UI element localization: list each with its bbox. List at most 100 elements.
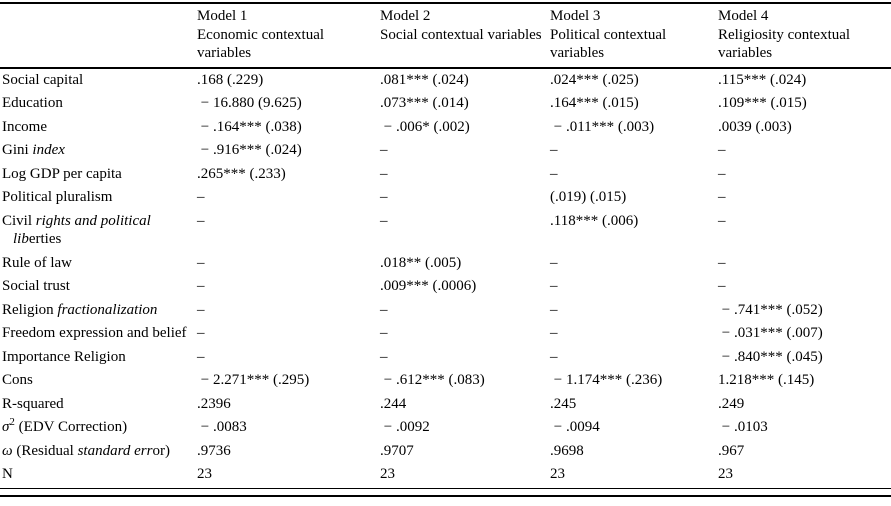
row-label-part: Gini (2, 142, 33, 158)
row-social-trust: Social trust – .009*** (.0006) – – (0, 275, 891, 299)
cell-m4: − .031*** (.007) (718, 325, 823, 341)
cell-m1: – (197, 254, 205, 271)
cell-m2: .244 (380, 395, 407, 412)
row-label-part-italic: index (32, 142, 65, 158)
cell-m1: − 16.880 (9.625) (197, 95, 302, 111)
regression-results-table: Model 1 Economic contextual variables Mo… (0, 4, 891, 489)
table-top-rule (0, 2, 891, 4)
cell-m1: − .0083 (197, 419, 247, 435)
col-header-model-1: Model 1 Economic contextual variables (197, 4, 380, 69)
row-label: Gini index (0, 139, 197, 163)
sigma-symbol: σ (2, 419, 10, 435)
row-cons: Cons − 2.271*** (.295) − .612*** (.083) … (0, 369, 891, 393)
row-omega-residual-standard-error: ω (Residual standard error) .9736 .9707 … (0, 440, 891, 464)
row-label: Religion fractionalization (0, 299, 197, 323)
cell-m1: .265*** (.233) (197, 165, 286, 182)
row-label-part: erties (28, 231, 62, 247)
row-label-part: Civil (2, 212, 36, 229)
cell-m4: .249 (718, 395, 745, 412)
row-n: N 23 23 23 23 (0, 463, 891, 489)
cell-m2: − .0092 (380, 419, 430, 435)
cell-m4: .115*** (.024) (718, 71, 807, 88)
row-log-gdp-per-capita: Log GDP per capita .265*** (.233) – – – (0, 163, 891, 187)
header-row: Model 1 Economic contextual variables Mo… (0, 4, 891, 69)
cell-m2: − .612*** (.083) (380, 372, 485, 388)
cell-m1: − 2.271*** (.295) (197, 372, 310, 388)
cell-m4: − .840*** (.045) (718, 348, 823, 365)
cell-m4: .0039 (.003) (718, 118, 792, 135)
cell-m2: – (380, 348, 388, 365)
row-label: Social capital (2, 71, 84, 88)
row-education: Education − 16.880 (9.625) .073*** (.014… (0, 92, 891, 116)
cell-m1: – (197, 212, 205, 229)
row-label: σ2 (EDV Correction) (0, 416, 197, 440)
row-civil-rights-political-liberties: Civil rights and political liberties – –… (0, 210, 891, 252)
cell-m1: – (197, 189, 205, 205)
cell-m3: .9698 (550, 442, 584, 459)
cell-m4: – (718, 278, 726, 294)
cell-m2: .018** (.005) (380, 254, 462, 271)
cell-m1: – (197, 301, 205, 318)
header-empty-cell (0, 4, 197, 69)
cell-m3: .118*** (.006) (550, 212, 639, 229)
row-label: Importance Religion (2, 348, 126, 365)
cell-m3: – (550, 254, 558, 271)
cell-m1: 23 (197, 463, 380, 489)
cell-m4: 1.218*** (.145) (718, 372, 815, 388)
row-social-capital: Social capital .168 (.229) .081*** (.024… (0, 68, 891, 93)
model-2-desc: Social contextual variables (380, 26, 542, 43)
cell-m3: 23 (550, 463, 718, 489)
row-r-squared: R-squared .2396 .244 .245 .249 (0, 393, 891, 417)
cell-m1: – (197, 325, 205, 341)
row-label: R-squared (2, 395, 64, 412)
cell-m3: – (550, 301, 558, 318)
model-3-name: Model 3 (550, 8, 601, 24)
model-4-name: Model 4 (718, 8, 769, 24)
cell-m3: – (550, 165, 558, 182)
model-1-desc: Economic contextual variables (197, 26, 325, 62)
cell-m1: – (197, 348, 205, 365)
table-bottom-rule (0, 494, 891, 497)
col-header-model-2: Model 2 Social contextual variables (380, 4, 550, 69)
omega-symbol: ω (2, 442, 13, 459)
cell-m1: .168 (.229) (197, 71, 264, 88)
cell-m1: − .164*** (.038) (197, 118, 302, 135)
row-label-part: Religion (2, 301, 58, 318)
row-label: Cons (2, 372, 33, 388)
row-label: N (0, 463, 197, 489)
row-label: Income (2, 118, 47, 135)
cell-m2: – (380, 165, 388, 182)
row-importance-religion: Importance Religion – – – − .840*** (.04… (0, 346, 891, 370)
row-label: ω (Residual standard error) (0, 440, 197, 464)
row-gini-index: Gini index − .916*** (.024) – – – (0, 139, 891, 163)
cell-m4: − .741*** (.052) (718, 301, 823, 318)
row-label: Political pluralism (2, 189, 113, 205)
cell-m2: – (380, 301, 388, 318)
cell-m3: .024*** (.025) (550, 71, 639, 88)
model-4-desc: Religiosity contextual variables (718, 26, 851, 62)
cell-m3: (.019) (.015) (550, 189, 627, 205)
col-header-model-3: Model 3 Political contextual variables (550, 4, 718, 69)
cell-m2: .081*** (.024) (380, 71, 469, 88)
cell-m4: – (718, 212, 726, 229)
row-label: Log GDP per capita (2, 165, 122, 182)
cell-m4: – (718, 254, 726, 271)
cell-m3: − .011*** (.003) (550, 118, 655, 135)
cell-m4: 23 (718, 463, 891, 489)
row-label: Social trust (2, 278, 70, 294)
cell-m4: − .0103 (718, 419, 768, 435)
cell-m2: – (380, 142, 388, 158)
cell-m3: – (550, 325, 558, 341)
row-freedom-expression-belief: Freedom expression and belief – – – − .0… (0, 322, 891, 346)
superscript-2: 2 (9, 416, 15, 428)
cell-m4: – (718, 165, 726, 182)
cell-m2: .9707 (380, 442, 414, 459)
model-2-name: Model 2 (380, 8, 431, 24)
cell-m3: − 1.174*** (.236) (550, 372, 663, 388)
row-label-part: (EDV Correction) (14, 419, 128, 435)
cell-m3: .164*** (.015) (550, 95, 639, 111)
row-label: Education (2, 95, 63, 111)
cell-m3: – (550, 278, 558, 294)
row-sigma-squared-edv-correction: σ2 (EDV Correction) − .0083 − .0092 − .0… (0, 416, 891, 440)
